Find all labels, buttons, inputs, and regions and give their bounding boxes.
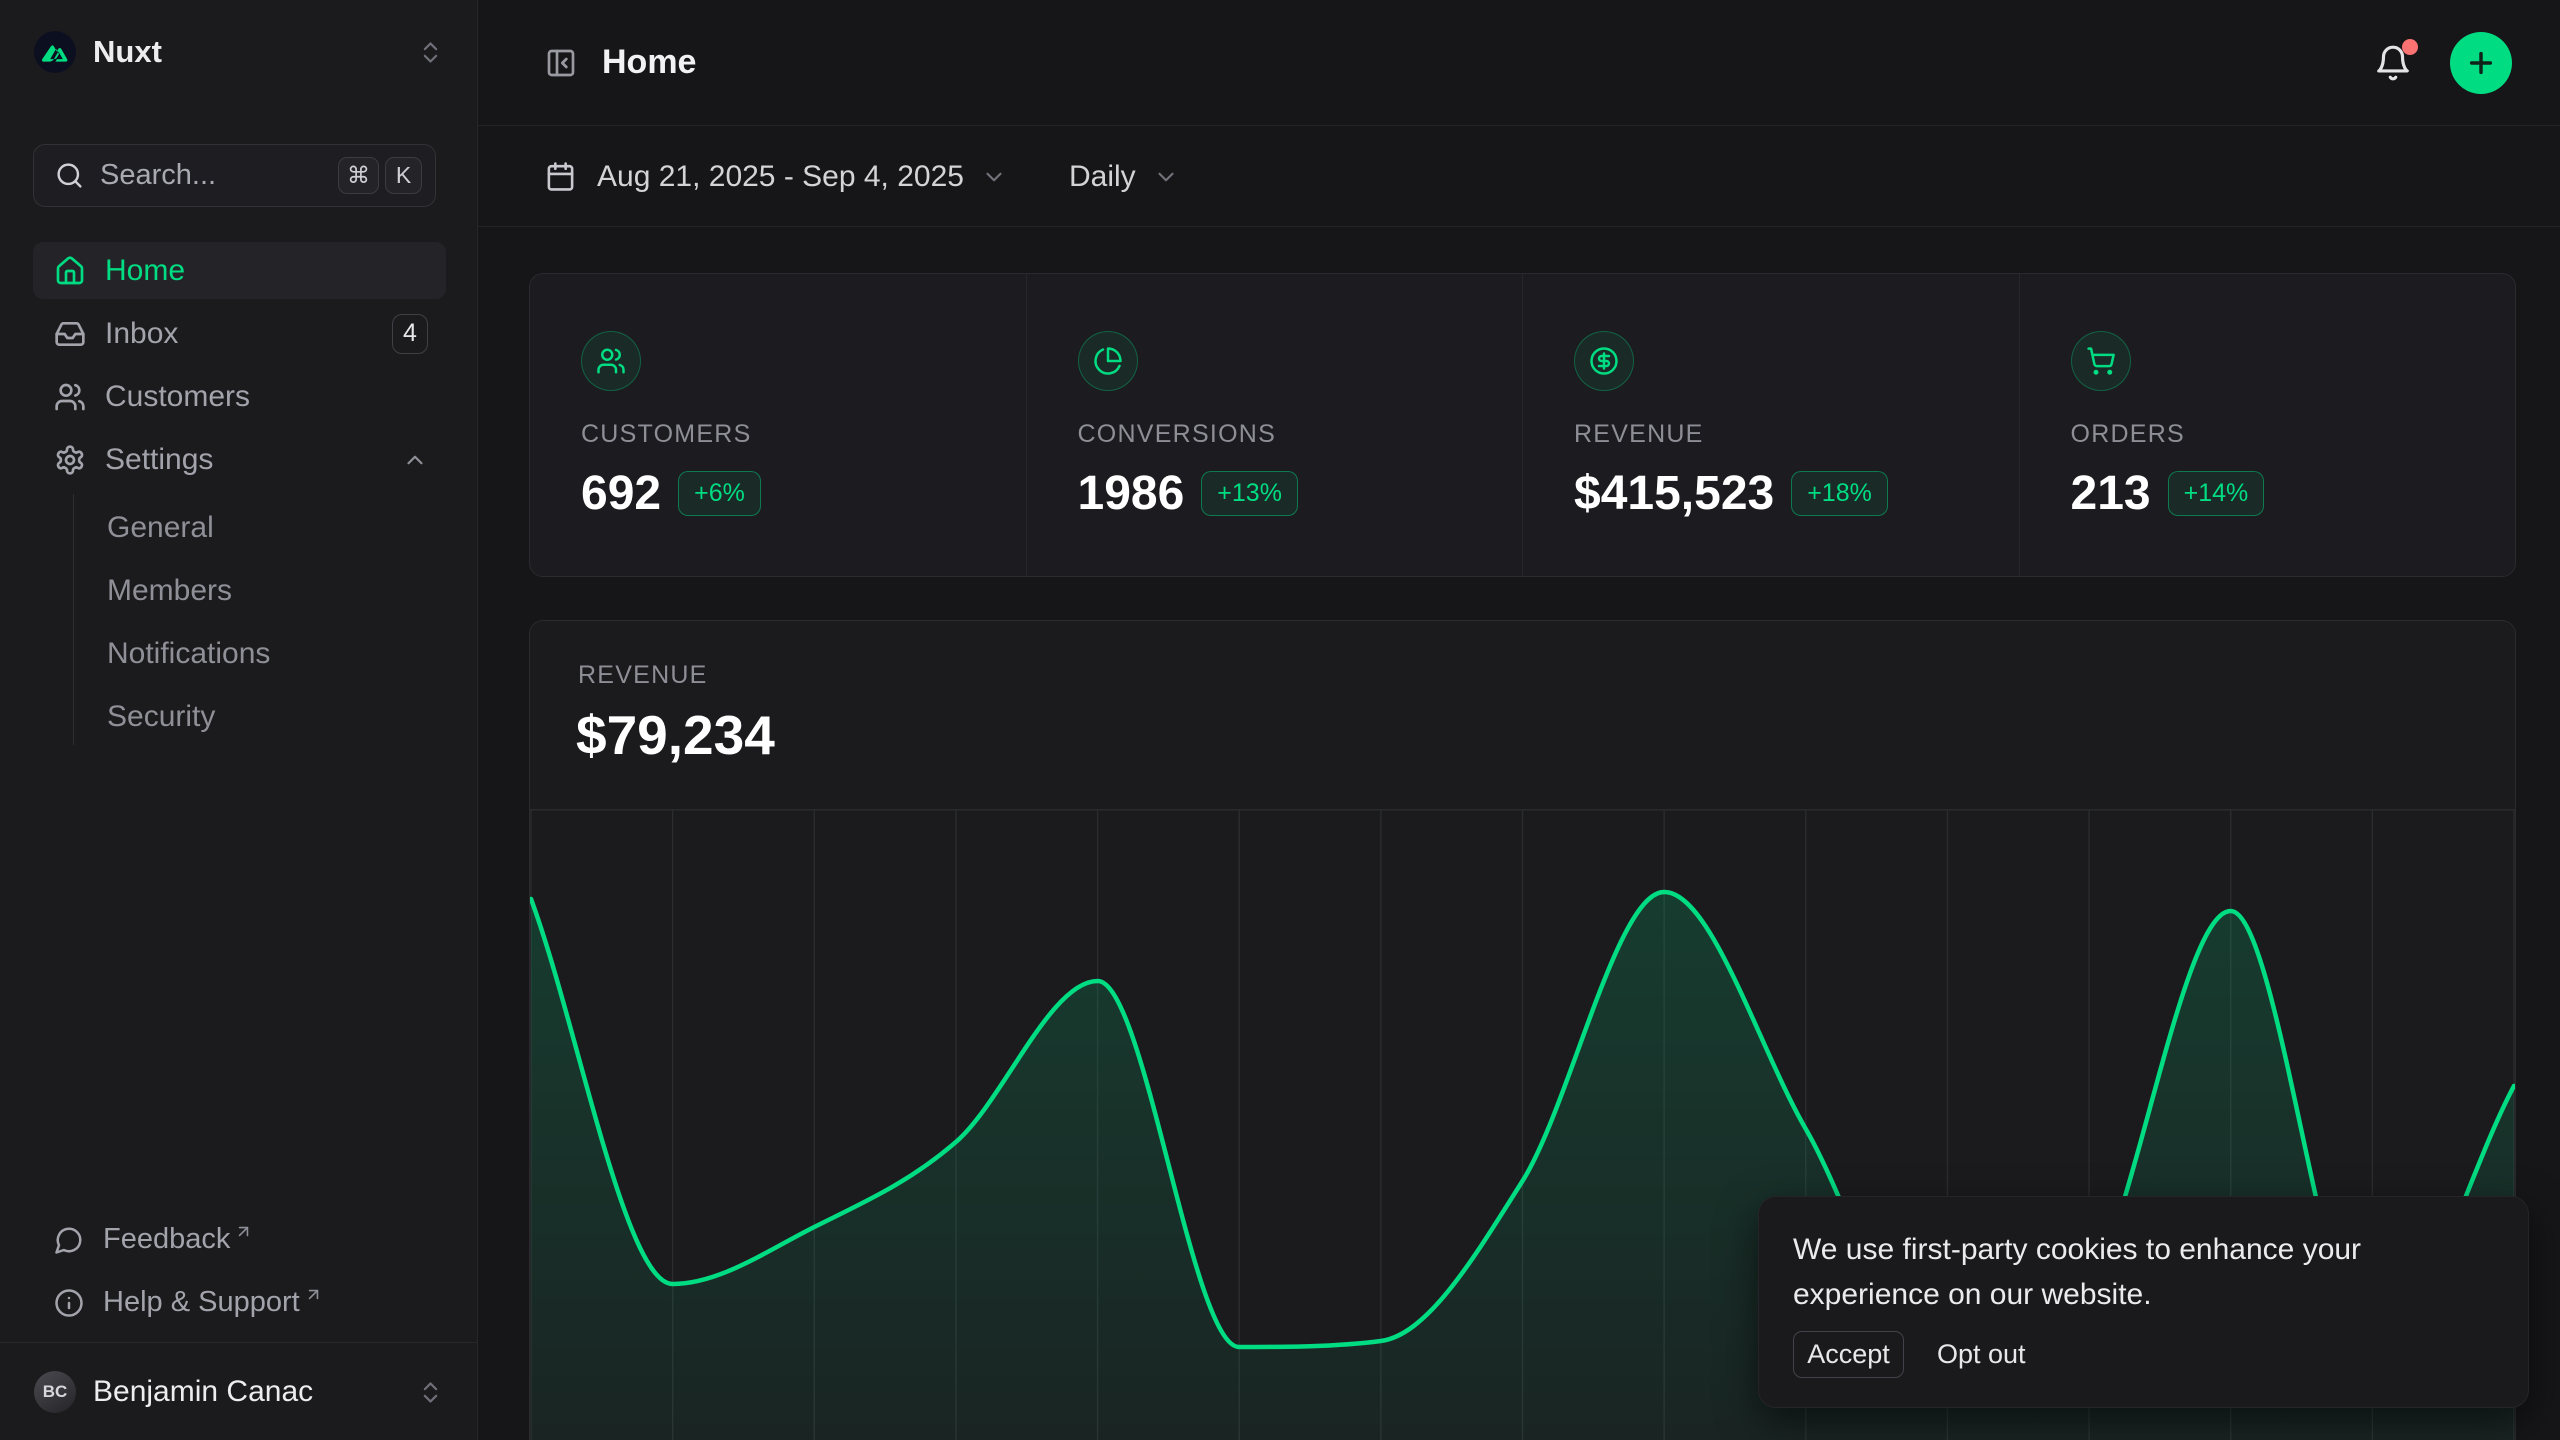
inbox-icon: [54, 318, 86, 350]
search-placeholder: Search...: [100, 159, 217, 191]
help-support-link[interactable]: Help & Support: [33, 1274, 446, 1331]
sidebar-divider: [0, 1342, 478, 1343]
kbd-k: K: [385, 157, 422, 194]
sidebar-collapse-button[interactable]: [545, 47, 577, 79]
add-button[interactable]: [2450, 31, 2512, 94]
stat-value: 213: [2070, 467, 2151, 520]
notification-dot: [2402, 38, 2418, 55]
arrow-up-right-icon: [304, 1285, 323, 1304]
chevron-up-icon: [402, 447, 428, 473]
stat-label: CONVERSIONS: [1077, 420, 1277, 448]
chevrons-up-down-icon: [417, 39, 444, 66]
stat-value: $415,523: [1574, 467, 1775, 520]
cookie-message: We use first-party cookies to enhance yo…: [1793, 1233, 2362, 1311]
avatar: BC: [34, 1371, 76, 1413]
stat-value: 692: [581, 467, 662, 520]
users-icon: [581, 331, 641, 391]
sidebar-item-label: Inbox: [105, 316, 179, 350]
stats-card: CUSTOMERS 692 +6% CONVERSIONS 1986 +13%: [529, 273, 2516, 577]
sidebar-item-label: Settings: [105, 442, 214, 476]
stat-label: REVENUE: [1574, 420, 1704, 448]
period-value: Daily: [1068, 159, 1136, 193]
chart-line: [530, 889, 2515, 1384]
date-range-value: Aug 21, 2025 - Sep 4, 2025: [597, 159, 964, 193]
stat-conversions[interactable]: CONVERSIONS 1986 +13%: [1025, 274, 1523, 576]
sidebar-subitem-label: Security: [107, 700, 216, 733]
house-icon: [54, 255, 86, 287]
revenue-chart-label: REVENUE: [578, 661, 708, 689]
team-switcher[interactable]: Nuxt: [20, 22, 458, 82]
stat-revenue[interactable]: REVENUE $415,523 +18%: [1522, 274, 2019, 576]
stat-delta-badge: +13%: [1201, 471, 1298, 516]
feedback-link[interactable]: Feedback: [33, 1211, 446, 1268]
settings-subnav: General Members Notifications Security: [73, 494, 446, 745]
sidebar: Nuxt Search... ⌘ K Home: [0, 0, 478, 1440]
info-circle-icon: [54, 1288, 84, 1318]
chevron-down-icon: [981, 164, 1007, 190]
accept-button[interactable]: Accept: [1793, 1331, 1904, 1378]
sidebar-footer: Feedback Help & Support: [33, 1211, 446, 1337]
sidebar-subitem-label: Members: [107, 574, 233, 607]
circle-dollar-icon: [1574, 331, 1634, 391]
sidebar-item-inbox[interactable]: Inbox 4: [33, 305, 446, 362]
kbd-cmd: ⌘: [338, 157, 379, 194]
sidebar-nav: Home Inbox 4 Customers Settings: [33, 242, 446, 752]
date-range-picker[interactable]: Aug 21, 2025 - Sep 4, 2025: [545, 160, 1007, 194]
sidebar-item-security[interactable]: Security: [74, 689, 446, 745]
pie-chart-icon: [1077, 331, 1138, 391]
user-name: Benjamin Canac: [93, 1375, 314, 1408]
page-title: Home: [602, 43, 697, 81]
sidebar-item-notifications[interactable]: Notifications: [74, 626, 446, 682]
feedback-label: Feedback: [103, 1223, 231, 1255]
cookie-banner: We use first-party cookies to enhance yo…: [1758, 1196, 2529, 1408]
search-icon: [55, 161, 84, 190]
stat-delta-badge: +6%: [678, 471, 761, 516]
filters-toolbar: Aug 21, 2025 - Sep 4, 2025 Daily: [478, 127, 2560, 227]
stat-delta-badge: +18%: [1791, 471, 1888, 516]
user-menu[interactable]: BC Benjamin Canac: [20, 1358, 458, 1426]
stat-value: 1986: [1077, 467, 1185, 520]
sidebar-item-general[interactable]: General: [74, 500, 446, 556]
opt-out-button[interactable]: Opt out: [1937, 1339, 2026, 1369]
stat-label: CUSTOMERS: [581, 420, 752, 448]
help-support-label: Help & Support: [103, 1286, 300, 1318]
team-name: Nuxt: [93, 34, 162, 69]
notifications-button[interactable]: [2374, 38, 2418, 82]
stat-customers[interactable]: CUSTOMERS 692 +6%: [530, 274, 1026, 576]
period-select[interactable]: Daily: [1069, 160, 1179, 194]
stat-label: ORDERS: [2070, 420, 2185, 448]
sidebar-item-label: Home: [105, 253, 186, 287]
gear-icon: [54, 444, 86, 476]
nuxt-logo-icon: [34, 31, 76, 73]
calendar-icon: [545, 161, 576, 192]
plus-icon: [2469, 51, 2493, 74]
sidebar-item-members[interactable]: Members: [74, 563, 446, 619]
chart-area-fill: [531, 892, 2514, 1440]
users-icon: [54, 381, 86, 413]
message-circle-icon: [54, 1225, 84, 1255]
sidebar-item-customers[interactable]: Customers: [33, 368, 446, 425]
stat-orders[interactable]: ORDERS 213 +14%: [2018, 274, 2516, 576]
shopping-cart-icon: [2070, 331, 2131, 391]
revenue-chart-value: $79,234: [576, 704, 775, 766]
chevrons-up-down-icon: [417, 1379, 444, 1406]
search-input[interactable]: Search... ⌘ K: [33, 144, 436, 207]
sidebar-subitem-label: General: [107, 511, 214, 544]
sidebar-item-settings[interactable]: Settings: [33, 431, 446, 488]
bell-icon: [2377, 45, 2409, 80]
page-header: Home: [478, 0, 2560, 126]
chevron-down-icon: [1153, 164, 1179, 190]
sidebar-item-label: Customers: [105, 379, 251, 413]
sidebar-subitem-label: Notifications: [107, 637, 271, 670]
revenue-line-chart[interactable]: [530, 809, 2515, 1440]
inbox-unread-badge: 4: [392, 313, 428, 354]
sidebar-item-home[interactable]: Home: [33, 242, 446, 299]
stat-delta-badge: +14%: [2167, 471, 2265, 516]
arrow-up-right-icon: [234, 1222, 253, 1241]
